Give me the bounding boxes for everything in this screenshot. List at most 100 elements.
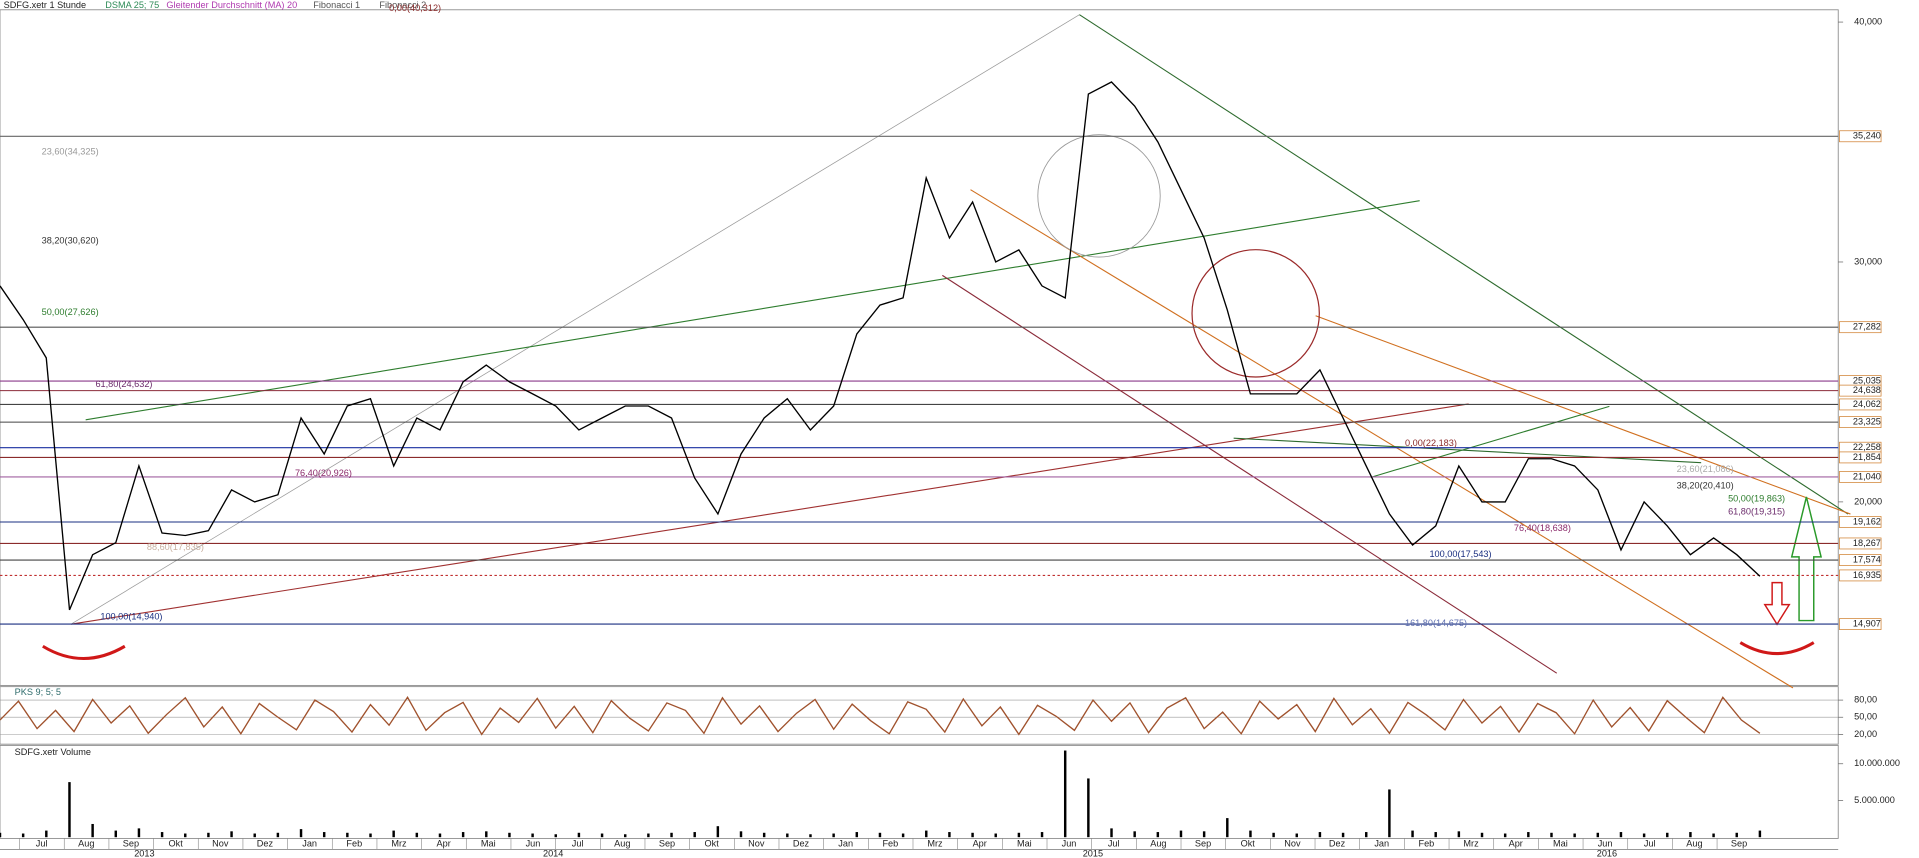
volume-bar [1758,830,1762,838]
legend-item: Fibonacci 1 [313,0,360,10]
volume-bar [299,829,303,838]
volume-bar [160,832,164,838]
level-label-box [1839,384,1882,397]
level-label: 25,035 [1853,376,1881,386]
volume-bar [554,834,557,838]
volume-bar [1365,832,1368,838]
level-label-box [1839,554,1882,566]
level-label-box [1839,321,1882,334]
volume-bar [624,834,627,838]
x-tick-label: Dez [793,838,810,848]
fib-label: 76,40(18,638) [1514,523,1571,533]
y-tick-label: 20,00 [1854,729,1877,739]
volume-bar [1295,833,1298,838]
volume-bar [1202,831,1206,838]
volume-bar [1133,831,1136,838]
volume-bar [137,828,141,838]
trend-line [70,14,1080,625]
volume-bar [461,832,465,838]
legend-item: Fibonacci 2 [379,0,426,10]
x-tick-label: Apr [973,838,987,848]
volume-bar [346,832,349,838]
x-tick-label: Feb [1419,838,1435,848]
x-tick-label: Mai [1017,838,1032,848]
volume-bar [1596,832,1600,838]
volume-bar [0,832,2,838]
level-label-box [1839,398,1882,411]
volume-bar [21,833,25,838]
volume-bar [832,833,835,838]
x-tick-label: Dez [257,838,274,848]
level-label: 21,040 [1853,471,1881,481]
fib-label: 23,60(21,086) [1677,464,1734,474]
level-label: 16,935 [1853,570,1881,580]
legend-item: DSMA 25; 75 [105,0,159,10]
x-tick-label: Jan [302,838,317,848]
price-frame [0,9,1839,686]
volume-bar [1388,789,1391,838]
x-tick-label: Aug [1150,838,1166,848]
volume-bar [716,826,720,838]
x-tick-label: Okt [705,838,720,848]
chart-title: SDFG.xetr 1 Stunde [4,0,86,10]
fib-label: 161,80(14,675) [1405,618,1467,628]
level-label: 22,258 [1853,442,1881,452]
x-tick-label: Jul [1108,838,1120,848]
volume-bar [809,834,812,838]
x-tick-label: Sep [123,838,139,848]
x-tick-label: Jul [1644,838,1656,848]
volume-bar [1226,818,1229,838]
volume-bar [508,832,511,838]
x-tick-label: Dez [1329,838,1346,848]
volume-bar [1712,833,1715,838]
volume-bar [1017,832,1021,838]
volume-bar [1411,830,1414,838]
level-label: 19,162 [1853,516,1881,526]
volume-bar [670,832,673,838]
volume-bar [600,833,604,838]
x-tick-label: Jul [572,838,584,848]
fib-label: 0,00(40,312) [389,3,441,13]
volume-bar [925,830,928,838]
drawings [42,14,1851,689]
volume-bar [762,832,766,838]
curve [42,644,126,661]
fib-label: 88,60(17,835) [147,542,204,552]
x-tick-label: Jul [36,838,48,848]
volume-bar [878,832,882,838]
volume-bar [948,832,951,838]
level-label-box [1839,471,1882,483]
volume-bar [184,833,187,838]
trend-line [1315,315,1851,515]
volume-bar [1063,750,1067,838]
level-label: 27,282 [1853,322,1881,332]
volume-bar [322,832,326,838]
x-tick-label: Sep [1731,838,1747,848]
x-tick-label: Jun [1062,838,1077,848]
volume-bar [276,832,280,838]
y-tick-label: 10.000.000 [1854,758,1900,768]
volume-bar [1434,832,1437,838]
legend: SDFG.xetr 1 Stunde DSMA 25; 75 Gleitende… [4,0,427,757]
volume-bar [693,832,696,838]
y-tick-label: 20,000 [1854,496,1882,506]
panel-title: PKS 9; 5; 5 [15,687,61,697]
volume-bar [1040,832,1044,838]
volume-bar [369,833,372,838]
volume-bar [230,831,233,838]
level-label-box [1839,618,1882,630]
level-label: 18,267 [1853,538,1881,548]
volume-bar [68,782,71,838]
y-tick-label: 50,00 [1854,712,1877,722]
volume-bar [485,831,488,838]
up-arrow [1790,496,1823,622]
volume-bar [577,832,581,838]
trend-line [1233,437,1702,464]
volume-bar [253,833,256,838]
volume-bar [855,832,859,838]
volume-bar [415,832,419,838]
circle [1037,134,1161,258]
y-tick-label: 80,00 [1854,695,1877,705]
year-label: 2013 [134,849,154,858]
